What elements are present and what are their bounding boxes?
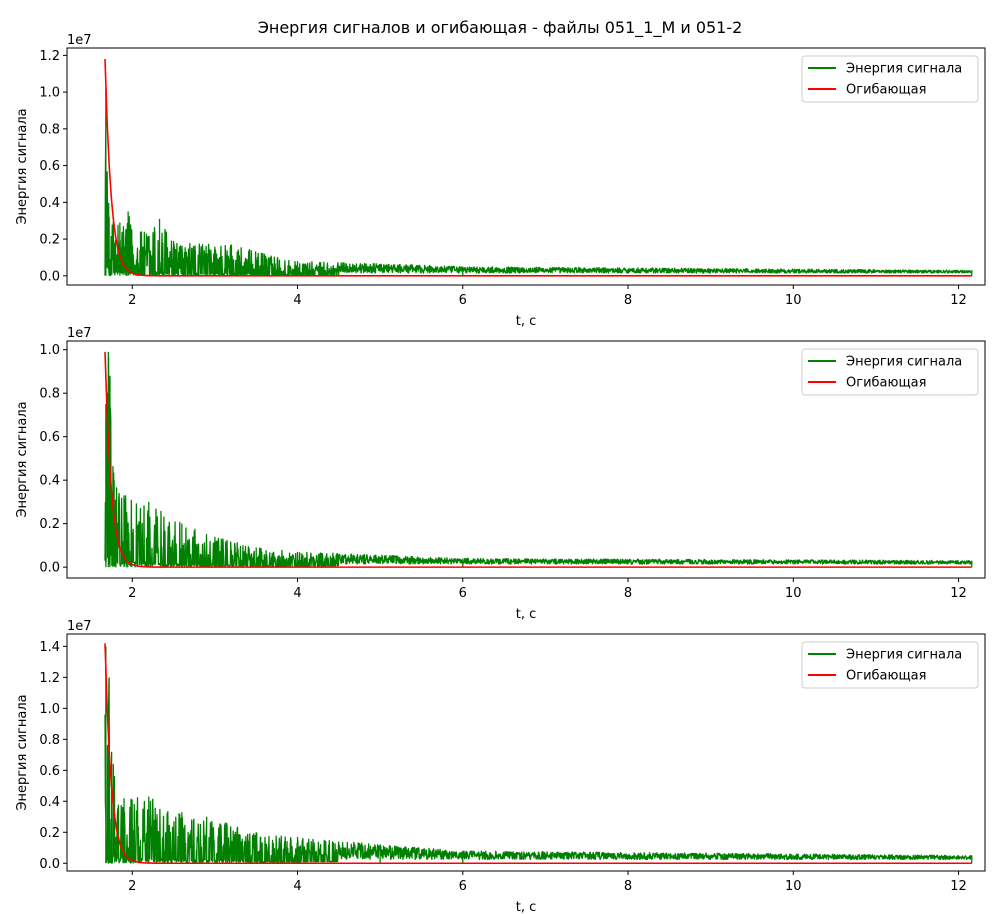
axes-frame — [66, 47, 986, 286]
subplot-2: 2 4 6 8 10 12 0.0 0.2 0.4 0.6 0.8 1.0 1e7 t, c Энер… — [15, 326, 986, 622]
x-axis-label: t, c — [516, 314, 537, 329]
y-offset-text: 1e7 — [67, 326, 92, 341]
y-tick-label: 1.0 — [39, 702, 60, 717]
y-axis-label: Энергия сигнала — [15, 401, 30, 517]
series-envelope-line — [104, 643, 972, 865]
legend-label-energy: Энергия сигнала — [846, 355, 962, 370]
plot-area — [104, 643, 973, 865]
series-energy-line — [104, 646, 973, 864]
y-tick-label: 0.4 — [39, 474, 60, 489]
subplot-1: 2 4 6 8 10 12 0.0 0.2 0.4 0.6 0.8 1.0 1.2 1e7 t, c Э… — [15, 33, 986, 329]
x-axis-label: t, c — [516, 900, 537, 914]
legend-box — [801, 55, 979, 103]
y-tick-label: 1.0 — [39, 86, 60, 101]
y-tick-label: 0.0 — [39, 269, 60, 284]
legend-box — [801, 348, 979, 396]
series-envelope-line — [104, 351, 972, 568]
x-tick-label: 12 — [950, 293, 967, 308]
y-axis-label: Энергия сигнала — [15, 108, 30, 224]
y-offset-text: 1e7 — [67, 33, 92, 48]
x-axis-label: t, c — [516, 607, 537, 622]
legend: Энергия сигнала Огибающая — [801, 641, 979, 689]
x-tick-label: 2 — [128, 879, 136, 894]
x-tick-label: 4 — [293, 586, 301, 601]
y-tick-label: 0.2 — [39, 233, 60, 248]
legend: Энергия сигнала Огибающая — [801, 55, 979, 103]
plot-area — [104, 58, 973, 277]
x-tick-label: 2 — [128, 293, 136, 308]
legend-box — [801, 641, 979, 689]
x-tick-label: 6 — [459, 586, 467, 601]
x-tick-label: 10 — [785, 879, 802, 894]
x-tick-label: 8 — [624, 879, 632, 894]
y-tick-label: 1.2 — [39, 671, 60, 686]
x-tick-label: 8 — [624, 586, 632, 601]
x-tick-label: 4 — [293, 879, 301, 894]
series-envelope-line — [104, 58, 972, 277]
y-tick-label: 0.4 — [39, 196, 60, 211]
y-tick-label: 0.0 — [39, 561, 60, 576]
x-tick-label: 10 — [785, 293, 802, 308]
legend-label-envelope: Огибающая — [846, 376, 926, 391]
x-tick-label: 2 — [128, 586, 136, 601]
y-offset-text: 1e7 — [67, 619, 92, 634]
ticks: 2 4 6 8 10 12 0.0 0.2 0.4 0.6 0.8 1.0 1.2 1.4 — [39, 640, 967, 894]
y-tick-label: 0.6 — [39, 430, 60, 445]
ticks: 2 4 6 8 10 12 0.0 0.2 0.4 0.6 0.8 1.0 — [39, 343, 967, 601]
axes-frame — [66, 633, 986, 872]
series-energy-line — [104, 88, 973, 277]
x-tick-label: 12 — [950, 586, 967, 601]
x-tick-label: 6 — [459, 293, 467, 308]
y-tick-label: 0.8 — [39, 733, 60, 748]
x-tick-label: 12 — [950, 879, 967, 894]
series-energy-line — [104, 351, 973, 568]
plot-area — [104, 351, 973, 568]
axes-frame — [66, 340, 986, 579]
x-tick-label: 6 — [459, 879, 467, 894]
y-tick-label: 1.2 — [39, 49, 60, 64]
legend: Энергия сигнала Огибающая — [801, 348, 979, 396]
x-tick-label: 8 — [624, 293, 632, 308]
figure-title: Энергия сигналов и огибающая - файлы 051… — [258, 18, 743, 38]
y-tick-label: 0.0 — [39, 857, 60, 872]
y-tick-label: 0.6 — [39, 159, 60, 174]
y-tick-label: 1.4 — [39, 640, 60, 655]
y-tick-label: 0.6 — [39, 764, 60, 779]
y-tick-label: 0.2 — [39, 517, 60, 532]
y-tick-label: 0.4 — [39, 795, 60, 810]
subplot-3: 2 4 6 8 10 12 0.0 0.2 0.4 0.6 0.8 1.0 1.2 1.4 1e7 t, … — [15, 619, 986, 914]
y-tick-label: 0.2 — [39, 826, 60, 841]
legend-label-energy: Энергия сигнала — [846, 648, 962, 663]
legend-label-envelope: Огибающая — [846, 669, 926, 684]
y-tick-label: 0.8 — [39, 387, 60, 402]
y-axis-label: Энергия сигнала — [15, 694, 30, 810]
ticks: 2 4 6 8 10 12 0.0 0.2 0.4 0.6 0.8 1.0 1.2 — [39, 49, 967, 308]
legend-label-envelope: Огибающая — [846, 83, 926, 98]
x-tick-label: 10 — [785, 586, 802, 601]
y-tick-label: 1.0 — [39, 343, 60, 358]
x-tick-label: 4 — [293, 293, 301, 308]
legend-label-energy: Энергия сигнала — [846, 62, 962, 77]
y-tick-label: 0.8 — [39, 122, 60, 137]
